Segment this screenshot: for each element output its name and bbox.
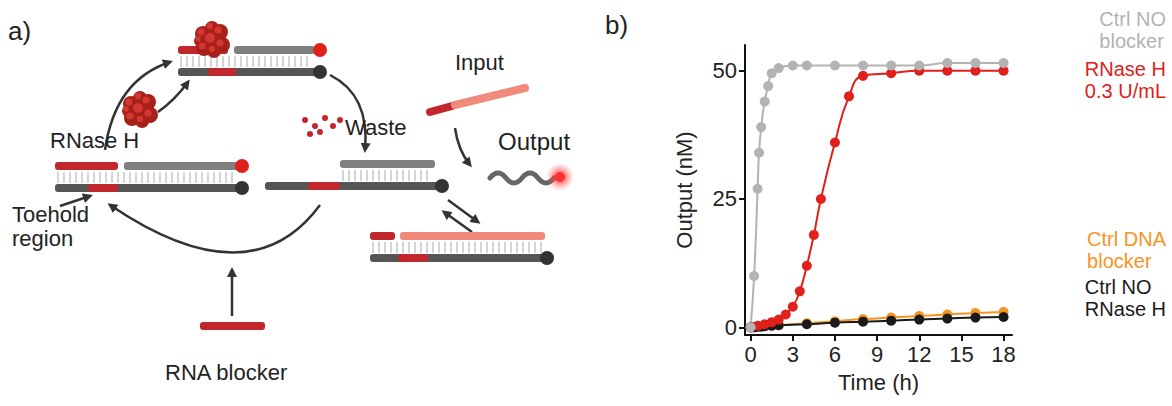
svg-text:RNase H: RNase H [1085, 58, 1166, 80]
svg-text:Waste: Waste [345, 115, 407, 140]
svg-text:Ctrl DNA: Ctrl DNA [1087, 228, 1167, 250]
svg-text:Ctrl NO: Ctrl NO [1085, 276, 1152, 298]
svg-text:15: 15 [949, 342, 973, 367]
svg-text:Time (h): Time (h) [838, 370, 919, 395]
svg-text:12: 12 [907, 342, 931, 367]
svg-text:RNase H: RNase H [1085, 298, 1166, 320]
svg-text:a): a) [8, 16, 31, 46]
svg-text:3: 3 [787, 342, 799, 367]
svg-text:Output (nM): Output (nM) [672, 131, 697, 248]
svg-text:18: 18 [991, 342, 1015, 367]
svg-text:0.3 U/mL: 0.3 U/mL [1085, 80, 1166, 102]
svg-text:region: region [12, 226, 73, 251]
svg-text:Ctrl NO: Ctrl NO [1099, 8, 1166, 30]
svg-text:0: 0 [725, 315, 737, 340]
svg-text:9: 9 [871, 342, 883, 367]
svg-text:b): b) [605, 10, 628, 40]
svg-text:0: 0 [744, 342, 756, 367]
svg-text:Output: Output [498, 128, 570, 155]
svg-text:6: 6 [829, 342, 841, 367]
svg-text:25: 25 [713, 186, 737, 211]
svg-text:50: 50 [713, 58, 737, 83]
svg-text:RNA blocker: RNA blocker [165, 360, 287, 385]
svg-text:blocker: blocker [1099, 30, 1164, 52]
svg-text:Toehold: Toehold [12, 202, 89, 227]
svg-text:blocker: blocker [1087, 250, 1152, 272]
svg-text:RNase H: RNase H [50, 128, 139, 153]
svg-text:Input: Input [455, 50, 504, 75]
